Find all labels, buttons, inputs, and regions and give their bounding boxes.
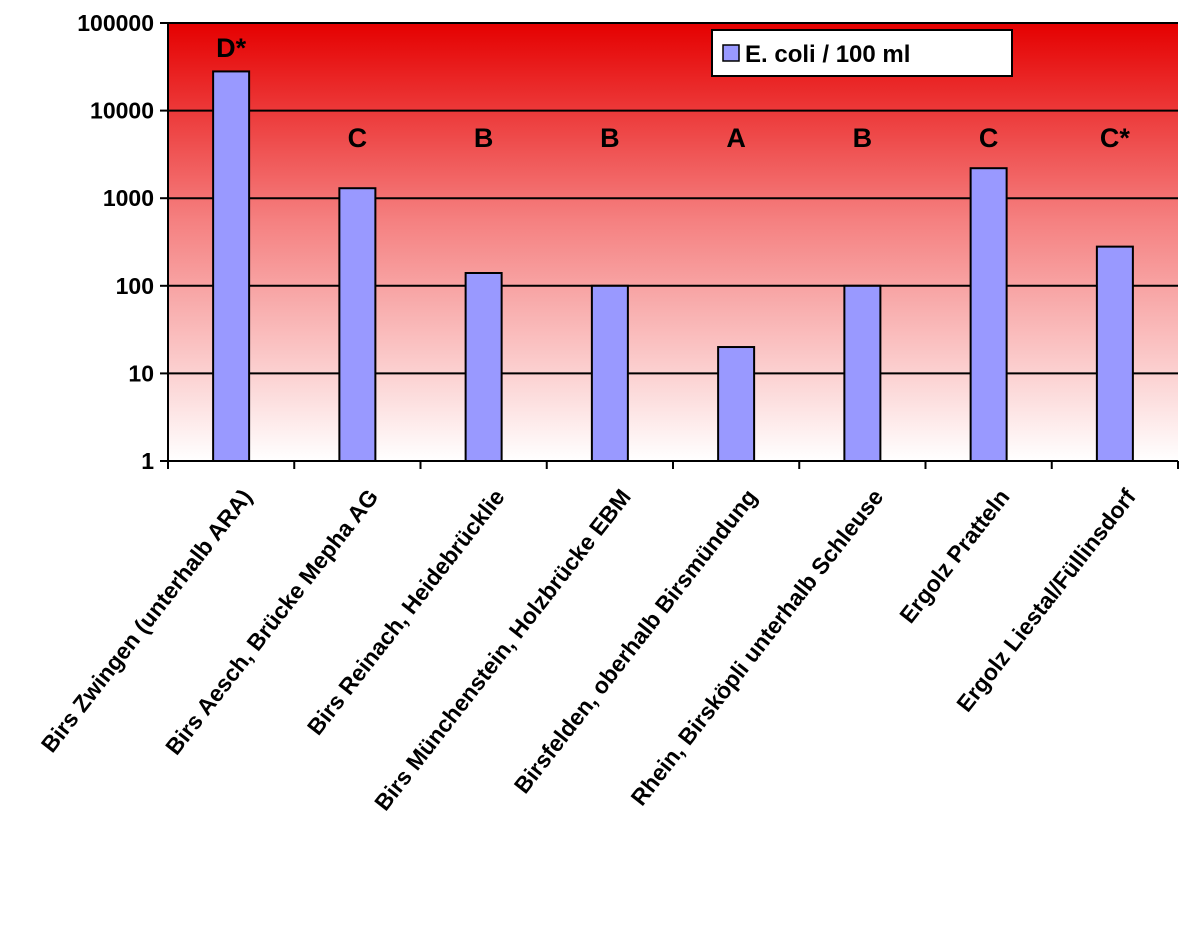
quality-class-label: A [726, 123, 746, 153]
legend-label: E. coli / 100 ml [745, 41, 910, 68]
x-tick-label: Birsfelden, oberhalb Birsmündung [509, 484, 762, 798]
bar [843, 284, 882, 462]
plot-background [168, 23, 1178, 461]
legend-box [711, 29, 1013, 77]
legend-swatch [722, 44, 740, 62]
y-tick-label: 10 [128, 360, 154, 386]
x-tick-label: Birs Aesch, Brücke Mepha AG [160, 484, 383, 760]
quality-class-label: C [348, 123, 368, 153]
x-tick-labels: Birs Zwingen (unterhalb ARA)Birs Aesch, … [36, 484, 1141, 815]
quality-class-label: D* [216, 33, 246, 63]
legend: E. coli / 100 ml [711, 29, 1013, 77]
axes [160, 22, 1179, 469]
y-tick-label: 10000 [90, 98, 154, 124]
quality-class-label: C* [1100, 123, 1130, 153]
bar [212, 70, 251, 462]
y-tick-label: 100000 [77, 10, 154, 36]
quality-class-labels: D* C B B A B C C* [216, 33, 1130, 153]
x-tick-label: Birs Zwingen (unterhalb ARA) [36, 484, 257, 757]
quality-class-label: B [600, 123, 620, 153]
quality-class-label: C [979, 123, 999, 153]
bar [717, 346, 756, 463]
y-tick-label: 100 [116, 273, 154, 299]
bar [338, 187, 377, 462]
y-tick-label: 1 [141, 448, 154, 474]
bar [1095, 245, 1134, 462]
bars [212, 70, 1134, 463]
bar [590, 284, 629, 462]
x-tick-label: Ergolz Pratteln [894, 484, 1014, 628]
quality-class-label: B [853, 123, 873, 153]
x-tick-label: Birs Münchenstein, Holzbrücke EBM [369, 484, 636, 815]
quality-class-label: B [474, 123, 494, 153]
y-tick-label: 1000 [103, 185, 154, 211]
bar [969, 167, 1008, 462]
x-tick-label: Rhein, Birsköpli unterhalb Schleuse [625, 484, 888, 810]
y-tick-labels: 1 10 100 1000 10000 100000 [77, 10, 154, 474]
bar [464, 271, 503, 462]
